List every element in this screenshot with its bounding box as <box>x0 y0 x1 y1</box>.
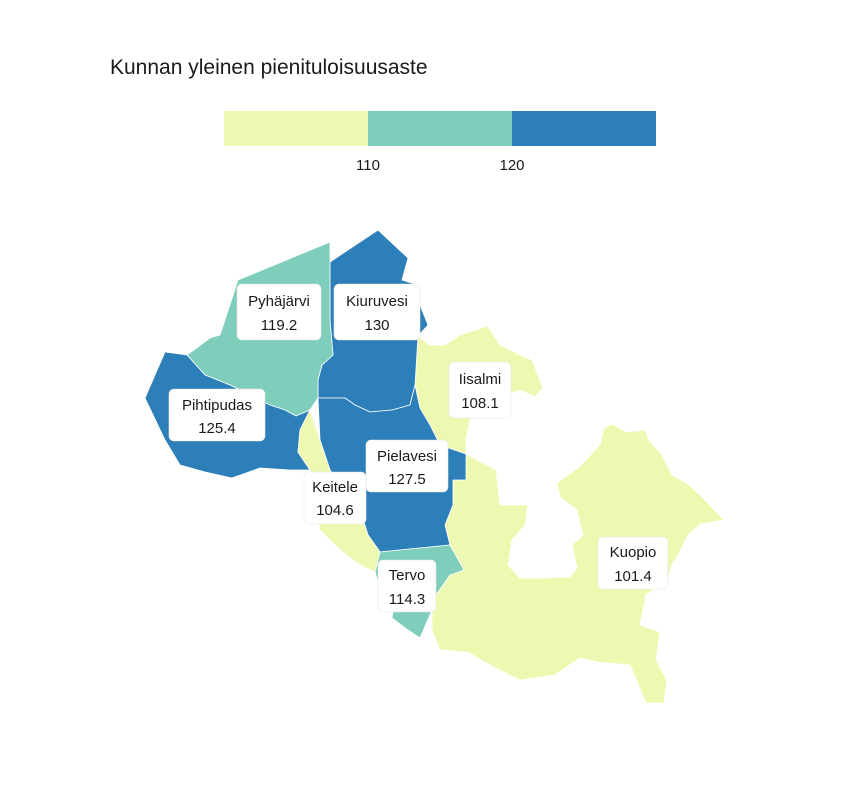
legend: 110 120 <box>224 111 656 174</box>
region-name: Pyhäjärvi <box>248 293 310 310</box>
region-value: 125.4 <box>198 420 236 437</box>
region-value: 127.5 <box>388 471 426 488</box>
region-value: 101.4 <box>614 568 652 585</box>
region-value: 119.2 <box>261 317 297 334</box>
label-pielavesi: Pielavesi 127.5 <box>365 439 449 493</box>
region-name: Kiuruvesi <box>346 293 408 310</box>
label-box <box>303 471 367 525</box>
label-kiuruvesi: Kiuruvesi 130 <box>333 283 421 341</box>
region-name: Kuopio <box>610 544 657 561</box>
region-name: Keitele <box>312 479 358 496</box>
legend-bin-high <box>512 111 656 146</box>
label-box <box>448 361 512 419</box>
region-name: Pielavesi <box>377 448 437 465</box>
region-name: Tervo <box>389 567 426 584</box>
region-value: 108.1 <box>461 395 499 412</box>
label-box <box>597 536 669 590</box>
label-keitele: Keitele 104.6 <box>303 471 367 525</box>
label-box <box>333 283 421 341</box>
region-name: Pihtipudas <box>182 397 252 414</box>
label-box <box>365 439 449 493</box>
region-kuopio[interactable] <box>431 423 725 704</box>
legend-tick-120: 120 <box>499 157 524 174</box>
map-title: Kunnan yleinen pienituloisuusaste <box>110 56 428 79</box>
legend-bin-mid <box>368 111 512 146</box>
label-tervo: Tervo 114.3 <box>377 559 437 613</box>
legend-bin-low <box>224 111 368 146</box>
label-box <box>236 283 322 341</box>
legend-tick-110: 110 <box>356 157 380 174</box>
region-value: 130 <box>364 317 389 334</box>
region-value: 104.6 <box>316 502 354 519</box>
label-iisalmi: Iisalmi 108.1 <box>448 361 512 419</box>
label-kuopio: Kuopio 101.4 <box>597 536 669 590</box>
label-box <box>377 559 437 613</box>
region-name: Iisalmi <box>459 371 502 388</box>
region-value: 114.3 <box>389 591 425 608</box>
label-box <box>168 388 266 442</box>
label-pyhajarvi: Pyhäjärvi 119.2 <box>236 283 322 341</box>
label-pihtipudas: Pihtipudas 125.4 <box>168 388 266 442</box>
